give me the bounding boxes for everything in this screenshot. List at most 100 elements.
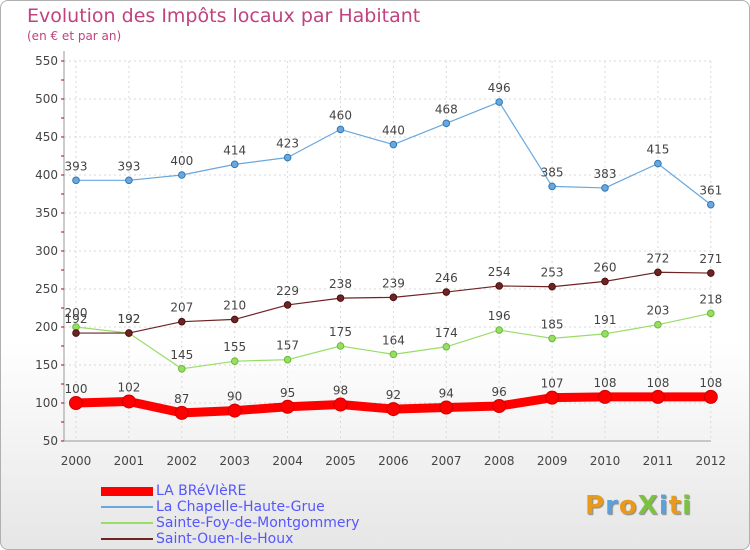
x-tick-label: 2007: [431, 454, 462, 468]
data-point: [495, 326, 504, 334]
y-tick-label: 50: [43, 434, 58, 448]
data-label: 92: [386, 388, 401, 402]
data-point: [601, 330, 609, 338]
data-label: 210: [223, 298, 246, 312]
data-point: [442, 288, 451, 296]
data-label: 253: [541, 266, 564, 280]
data-point: [650, 389, 665, 404]
data-point: [707, 200, 715, 209]
data-label: 108: [646, 376, 669, 390]
x-tick-label: 2011: [643, 454, 674, 468]
data-label: 260: [594, 260, 617, 274]
data-label: 385: [541, 165, 564, 179]
data-point: [601, 277, 609, 286]
y-tick-label: 150: [35, 358, 58, 372]
data-label: 203: [646, 304, 669, 318]
data-point: [442, 342, 451, 351]
data-label: 200: [65, 306, 88, 320]
data-point: [703, 389, 718, 404]
data-label: 207: [170, 301, 193, 315]
data-point: [442, 119, 451, 128]
y-tick-label: 450: [35, 130, 58, 144]
legend-swatch: [101, 487, 153, 496]
data-label: 393: [65, 159, 88, 173]
data-label: 87: [174, 392, 189, 406]
chart-subtitle: (en € et par an): [27, 29, 122, 43]
data-label: 254: [488, 265, 511, 279]
data-label: 460: [329, 108, 352, 122]
data-point: [121, 394, 136, 409]
data-label: 192: [117, 312, 140, 326]
data-point: [707, 269, 715, 277]
x-tick-label: 2010: [590, 454, 621, 468]
y-tick-label: 350: [35, 206, 58, 220]
data-point: [439, 400, 454, 415]
x-tick-label: 2001: [114, 454, 145, 468]
data-label: 239: [382, 276, 405, 290]
data-point: [178, 365, 186, 373]
data-point: [125, 329, 133, 337]
data-label: 400: [170, 154, 193, 168]
data-point: [125, 176, 133, 185]
data-point: [654, 268, 662, 277]
x-tick-label: 2002: [167, 454, 198, 468]
data-point: [601, 184, 609, 192]
data-point: [283, 301, 292, 309]
data-label: 94: [439, 387, 454, 401]
data-point: [495, 98, 504, 106]
x-tick-label: 2005: [325, 454, 356, 468]
x-tick-label: 2012: [696, 454, 727, 468]
data-label: 415: [646, 143, 669, 157]
data-label: 393: [117, 159, 140, 173]
data-label: 100: [65, 382, 88, 396]
data-point: [492, 399, 507, 414]
legend-swatch: [101, 506, 153, 508]
data-label: 175: [329, 325, 352, 339]
data-point: [389, 293, 398, 302]
legend-swatch: [101, 522, 153, 524]
data-point: [336, 294, 345, 302]
data-point: [69, 396, 83, 410]
data-point: [227, 403, 242, 418]
y-tick-label: 550: [35, 54, 58, 68]
data-label: 383: [594, 167, 617, 181]
data-point: [707, 309, 715, 318]
x-tick-label: 2009: [537, 454, 568, 468]
x-tick-label: 2003: [219, 454, 250, 468]
data-label: 196: [488, 309, 511, 323]
y-tick-label: 250: [35, 282, 58, 296]
legend-label: Sainte-Foy-de-Montgommery: [156, 515, 360, 531]
data-point: [336, 125, 345, 134]
data-label: 108: [699, 376, 722, 390]
data-point: [333, 397, 348, 412]
data-point: [386, 402, 401, 417]
data-point: [178, 317, 186, 326]
data-point: [283, 153, 292, 162]
data-point: [230, 160, 239, 169]
proxiti-logo: ProXiti: [585, 491, 693, 521]
data-label: 145: [170, 348, 193, 362]
y-tick-label: 200: [35, 320, 58, 334]
legend-label: LA BRéVIèRE: [156, 483, 247, 499]
data-label: 90: [227, 390, 242, 404]
data-label: 414: [223, 143, 246, 157]
legend-label: Saint-Ouen-le-Houx: [156, 531, 294, 547]
data-point: [280, 399, 295, 414]
data-label: 164: [382, 333, 405, 347]
legend-swatch: [101, 538, 153, 540]
data-point: [654, 159, 662, 168]
chart-title: Evolution des Impôts locaux par Habitant: [27, 5, 421, 27]
data-point: [72, 176, 80, 185]
data-label: 98: [333, 384, 348, 398]
x-tick-label: 2004: [272, 454, 303, 468]
data-point: [548, 334, 556, 343]
y-tick-label: 400: [35, 168, 58, 182]
data-label: 361: [699, 184, 722, 198]
data-label: 174: [435, 326, 458, 340]
data-label: 271: [699, 252, 722, 266]
data-label: 95: [280, 386, 295, 400]
x-tick-label: 2008: [484, 454, 515, 468]
data-point: [495, 282, 504, 290]
